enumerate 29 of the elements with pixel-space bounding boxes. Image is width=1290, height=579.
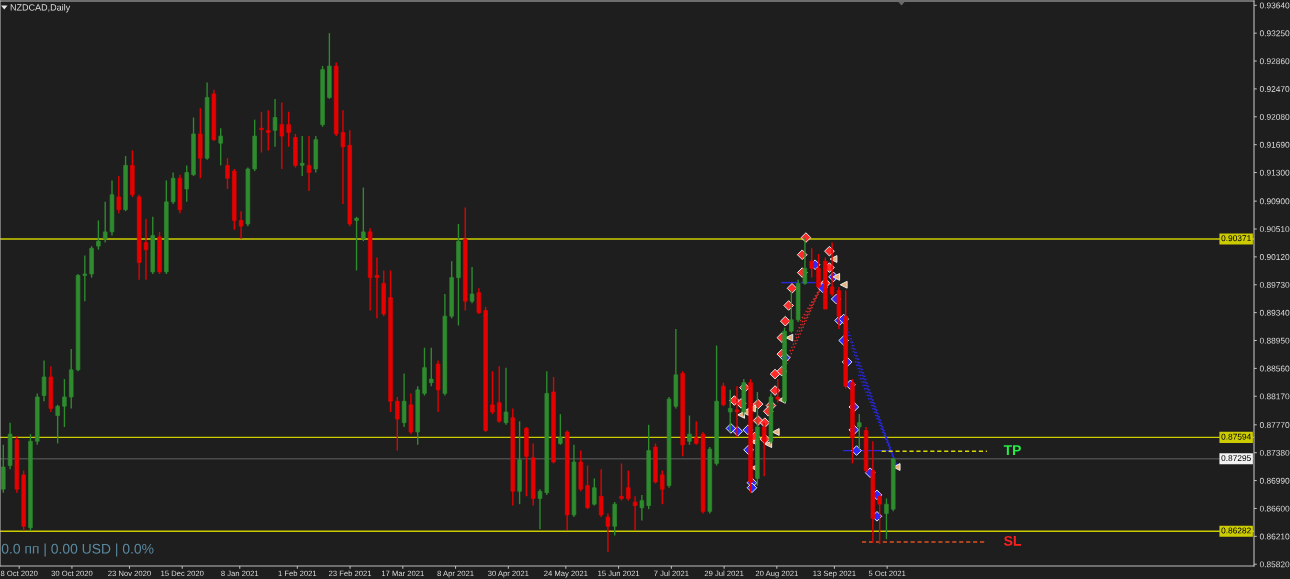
ref-line-label: 0.90371 bbox=[1221, 235, 1251, 242]
chart-title: NZDCAD,Daily bbox=[10, 4, 71, 13]
y-tick-label: 0.93250 bbox=[1259, 30, 1290, 37]
y-tick-label: 0.88170 bbox=[1259, 393, 1290, 400]
ref-line-label: 0.87295 bbox=[1221, 455, 1251, 462]
y-tick-label: 0.86210 bbox=[1259, 533, 1290, 540]
y-tick-label: 0.87770 bbox=[1259, 422, 1290, 428]
y-tick-label: 0.92860 bbox=[1259, 58, 1290, 65]
y-tick-label: 0.91690 bbox=[1259, 141, 1290, 148]
y-tick-label: 0.86600 bbox=[1259, 505, 1290, 512]
y-tick-label: 0.88950 bbox=[1259, 337, 1290, 344]
annotation: SL bbox=[1004, 535, 1021, 546]
y-tick-label: 0.90510 bbox=[1259, 226, 1290, 233]
y-tick-label: 0.90120 bbox=[1259, 254, 1290, 260]
y-tick-label: 0.90900 bbox=[1259, 198, 1290, 205]
annotation: 0.0 пп | 0.00 USD | 0.0% bbox=[1, 543, 154, 557]
y-tick-label: 0.91300 bbox=[1259, 169, 1290, 176]
y-tick-label: 0.85820 bbox=[1259, 561, 1290, 568]
ref-line-label: 0.86282 bbox=[1221, 527, 1251, 534]
y-tick-label: 0.93640 bbox=[1259, 2, 1290, 9]
y-tick-label: 0.89340 bbox=[1259, 309, 1290, 316]
ref-line-label: 0.87594 bbox=[1221, 433, 1251, 440]
y-tick-label: 0.89730 bbox=[1259, 281, 1290, 288]
y-tick-label: 0.92080 bbox=[1259, 113, 1290, 120]
annotation: TP bbox=[1003, 445, 1021, 455]
y-tick-label: 0.88560 bbox=[1259, 365, 1290, 372]
y-tick-label: 0.87380 bbox=[1259, 449, 1290, 456]
y-tick-label: 0.86990 bbox=[1259, 477, 1290, 484]
y-tick-label: 0.92470 bbox=[1259, 86, 1290, 93]
